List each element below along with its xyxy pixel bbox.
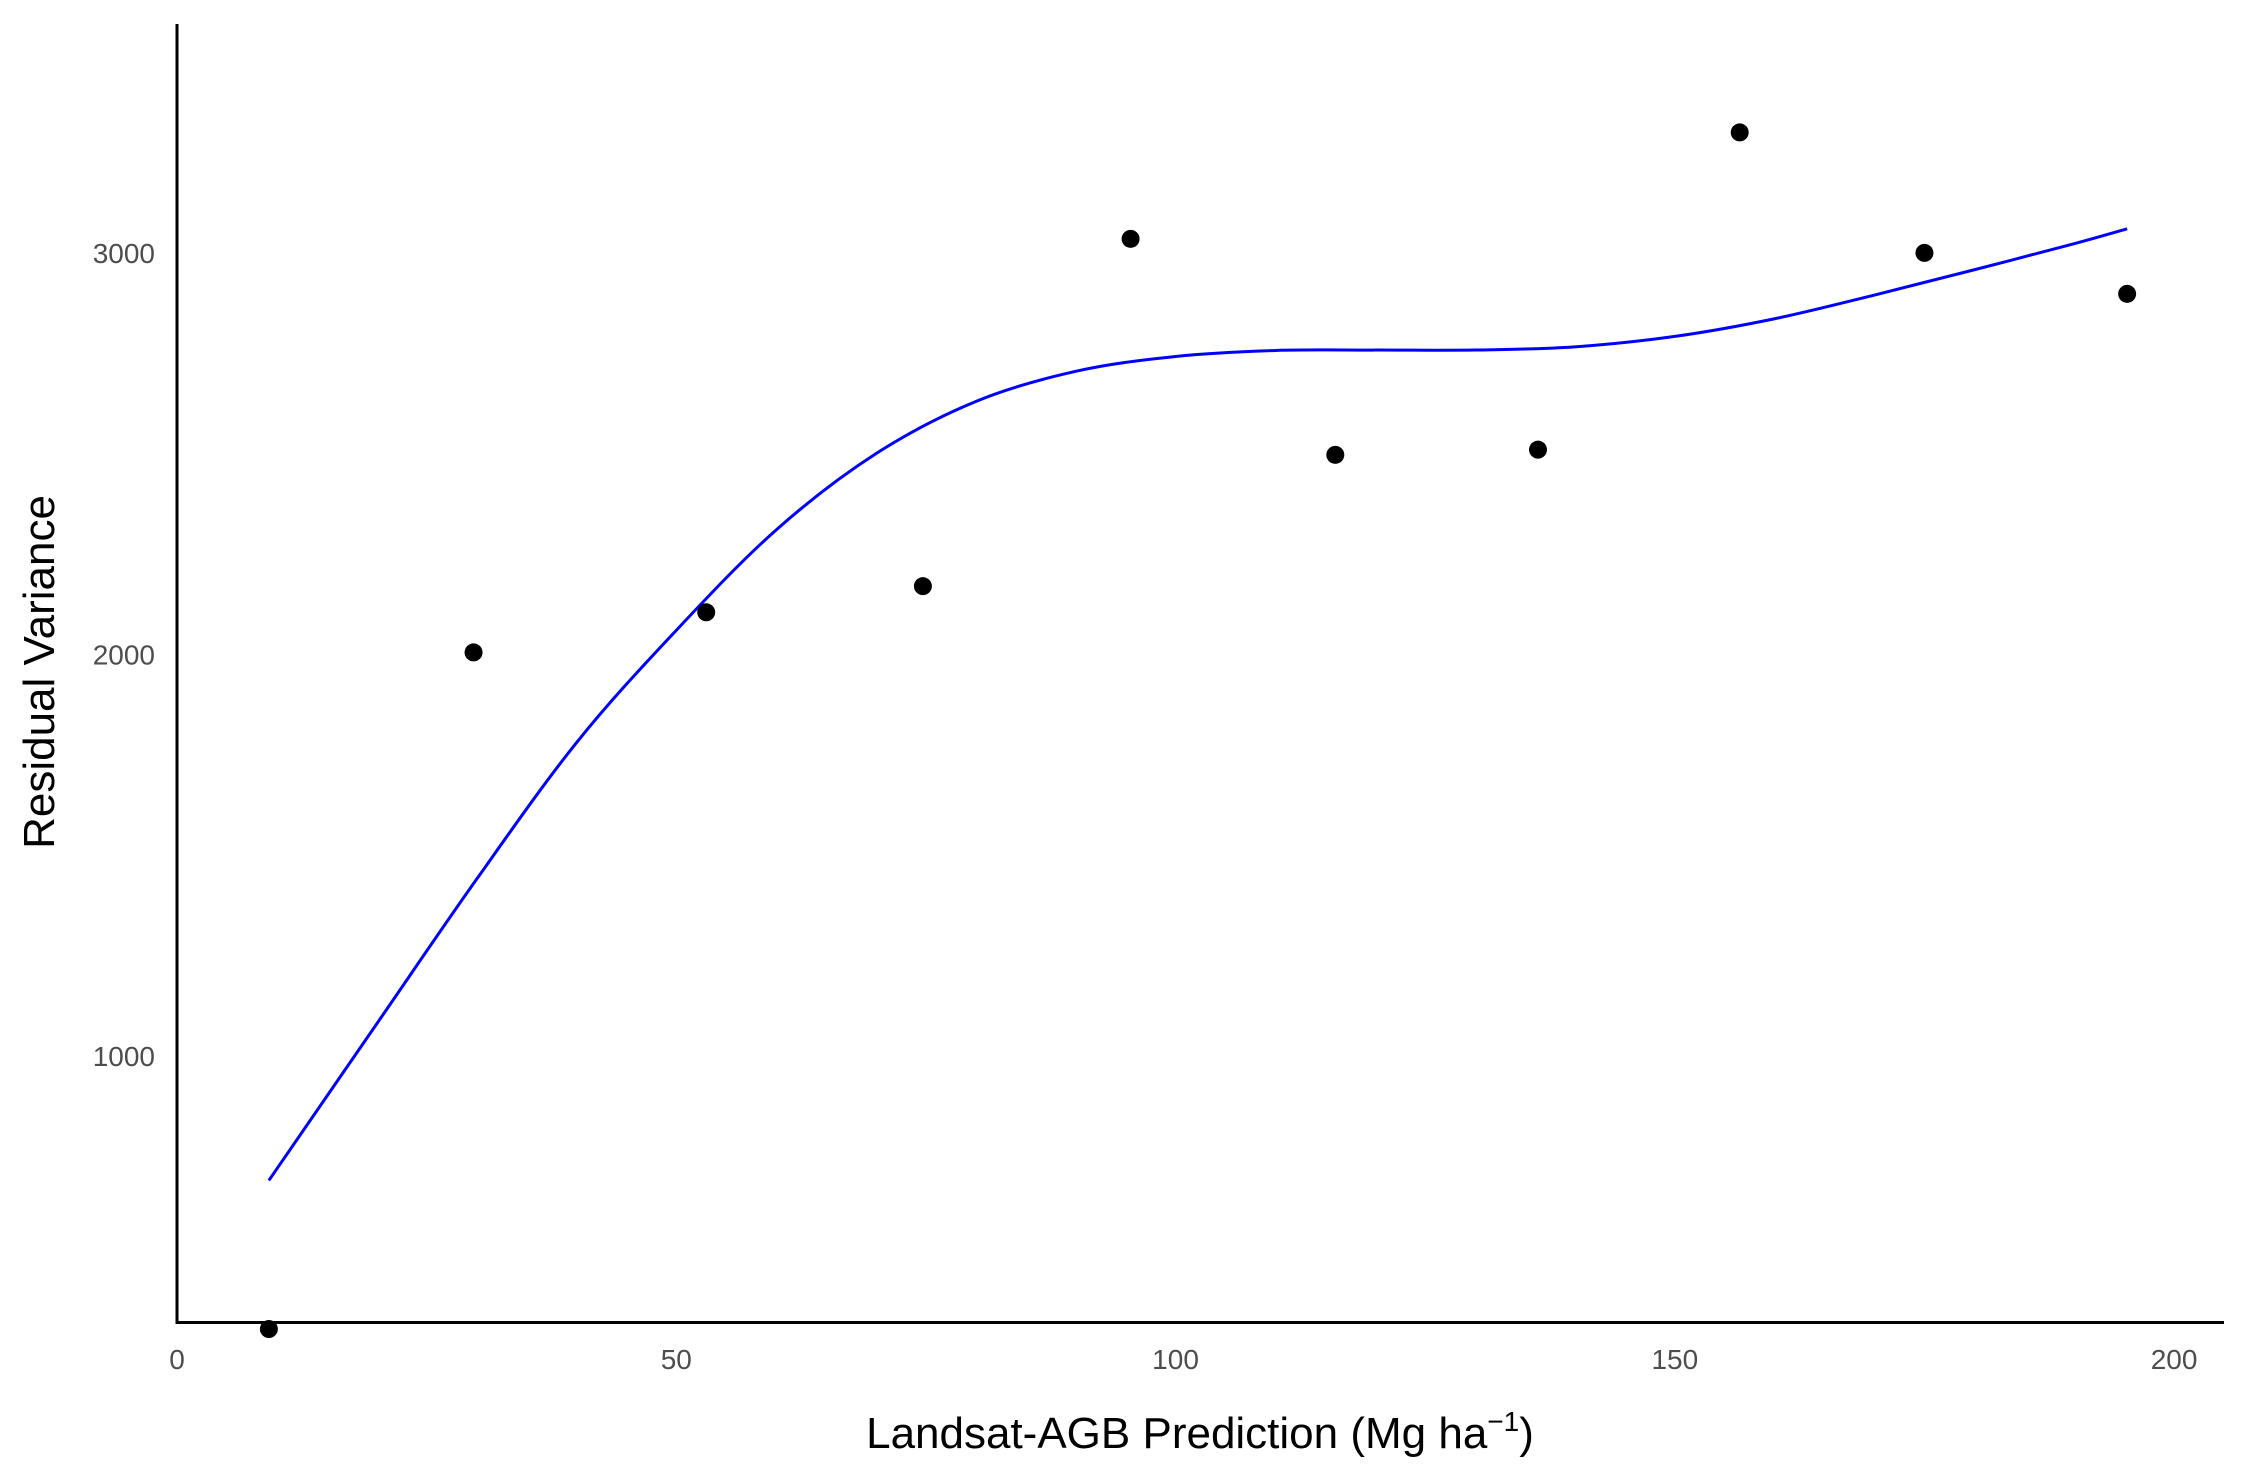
data-point bbox=[1915, 243, 1934, 262]
data-point bbox=[1730, 123, 1749, 142]
trend-line bbox=[267, 227, 2128, 1182]
data-point bbox=[1326, 445, 1345, 464]
x-axis-title: Landsat-AGB Prediction (Mg ha−1) bbox=[866, 1406, 1534, 1458]
tick-labels-layer: 0 50 100 150 200 1000 2000 3000 bbox=[93, 238, 2198, 1375]
y-tick-label: 3000 bbox=[93, 238, 155, 269]
x-tick-label: 100 bbox=[1152, 1344, 1199, 1375]
x-axis-title-suffix: ) bbox=[1519, 1409, 1534, 1458]
y-tick-label: 1000 bbox=[93, 1041, 155, 1072]
data-point bbox=[1121, 229, 1140, 248]
x-axis-title-main: Landsat-AGB Prediction (Mg ha bbox=[866, 1409, 1488, 1458]
data-point bbox=[913, 577, 932, 596]
x-tick-label: 150 bbox=[1651, 1344, 1698, 1375]
data-point bbox=[1529, 440, 1548, 459]
data-point bbox=[2118, 284, 2137, 303]
data-point bbox=[464, 643, 483, 662]
x-tick-label: 200 bbox=[2151, 1344, 2198, 1375]
data-point bbox=[259, 1320, 278, 1339]
trend-line-layer bbox=[267, 227, 2128, 1182]
axes-layer bbox=[175, 24, 2224, 1324]
y-axis-title: Residual Variance bbox=[15, 495, 64, 849]
x-axis-title-superscript: −1 bbox=[1487, 1406, 1519, 1437]
x-tick-label: 50 bbox=[661, 1344, 692, 1375]
data-point bbox=[697, 603, 716, 622]
y-tick-label: 2000 bbox=[93, 639, 155, 670]
data-points-layer bbox=[259, 123, 2137, 1339]
x-tick-label: 0 bbox=[169, 1344, 185, 1375]
